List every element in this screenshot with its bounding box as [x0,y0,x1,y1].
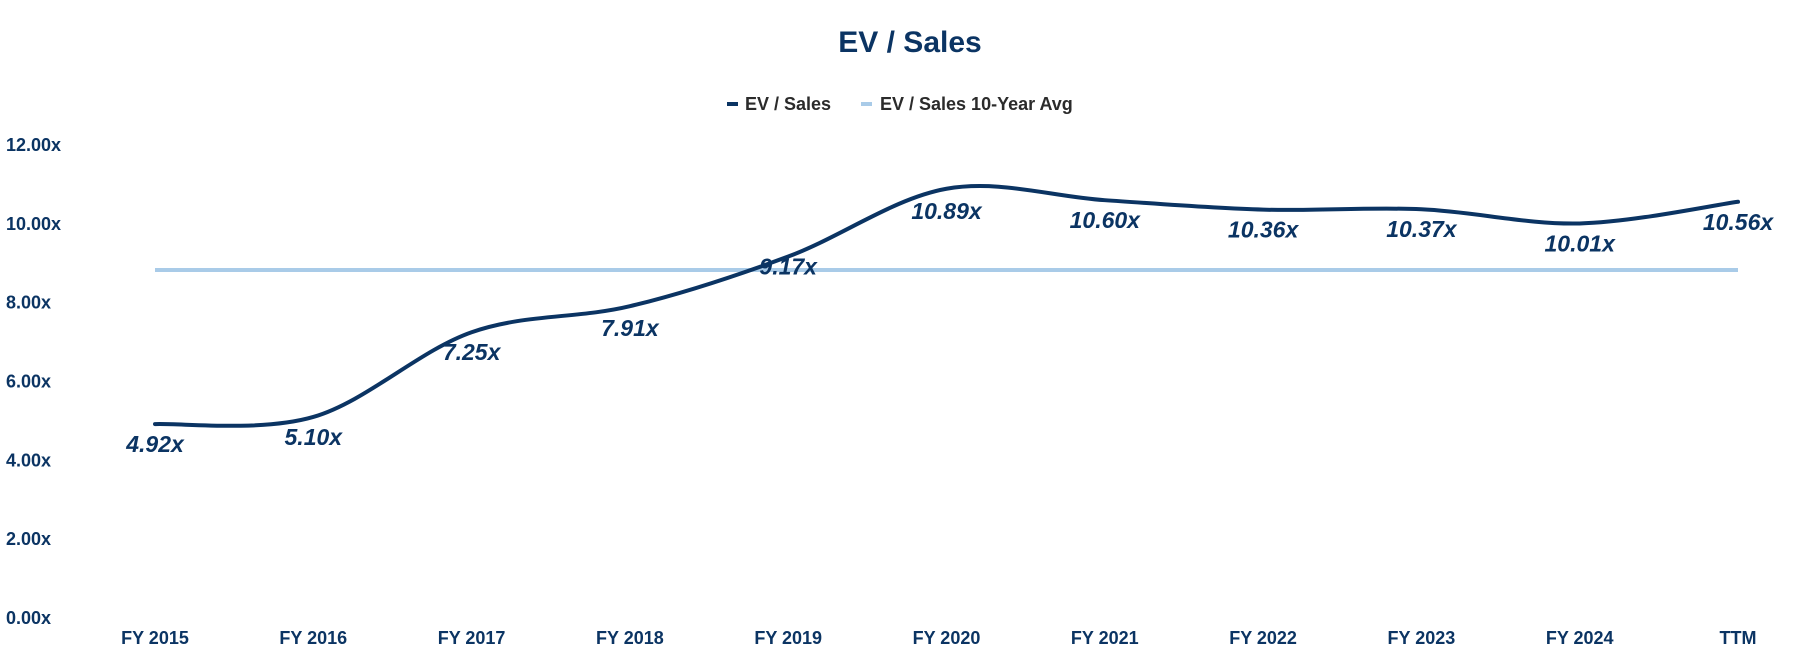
y-tick-label: 8.00x [6,293,51,313]
y-tick-label: 6.00x [6,372,51,392]
legend: EV / Sales EV / Sales 10-Year Avg [727,94,1073,114]
data-label: 10.37x [1386,216,1458,242]
x-tick-label: FY 2018 [596,628,664,648]
x-tick-label: FY 2020 [913,628,981,648]
x-tick-label: FY 2021 [1071,628,1139,648]
y-tick-label: 10.00x [6,214,61,234]
x-tick-label: TTM [1720,628,1757,648]
data-labels: 4.92x 5.10x 7.25x 7.91x 9.17x 10.89x 10.60x 10.… [125,198,1774,457]
x-tick-label: FY 2016 [279,628,347,648]
y-tick-label: 2.00x [6,529,51,549]
y-tick-label: 0.00x [6,608,51,628]
x-tick-label: FY 2022 [1229,628,1297,648]
x-axis: FY 2015 FY 2016 FY 2017 FY 2018 FY 2019 FY 20… [121,628,1756,648]
ev-sales-series-line [153,184,1740,428]
data-label: 9.17x [759,254,818,280]
series-line-group [153,184,1740,428]
y-axis: 0.00x 2.00x 4.00x 6.00x 8.00x 10.00x 12.00x [6,135,61,628]
data-label: 10.36x [1228,217,1300,243]
legend-item-ev-sales-avg: EV / Sales 10-Year Avg [861,94,1073,114]
data-label: 10.56x [1703,209,1775,235]
legend-label-ev-sales: EV / Sales [745,94,831,114]
legend-item-ev-sales: EV / Sales [727,94,831,114]
x-tick-label: FY 2023 [1388,628,1456,648]
legend-label-ev-sales-avg: EV / Sales 10-Year Avg [880,94,1073,114]
y-tick-label: 4.00x [6,450,51,470]
data-label: 7.25x [443,339,502,365]
data-label: 10.60x [1070,207,1142,233]
x-tick-label: FY 2019 [754,628,822,648]
y-tick-label: 12.00x [6,135,61,155]
x-tick-label: FY 2015 [121,628,189,648]
x-tick-label: FY 2017 [438,628,506,648]
data-label: 10.01x [1545,230,1617,256]
chart-title: EV / Sales [838,26,981,59]
data-label: 10.89x [911,198,983,224]
data-label: 5.10x [285,424,344,450]
x-tick-label: FY 2024 [1546,628,1614,648]
data-label: 7.91x [601,315,660,341]
data-label: 4.92x [125,431,185,457]
